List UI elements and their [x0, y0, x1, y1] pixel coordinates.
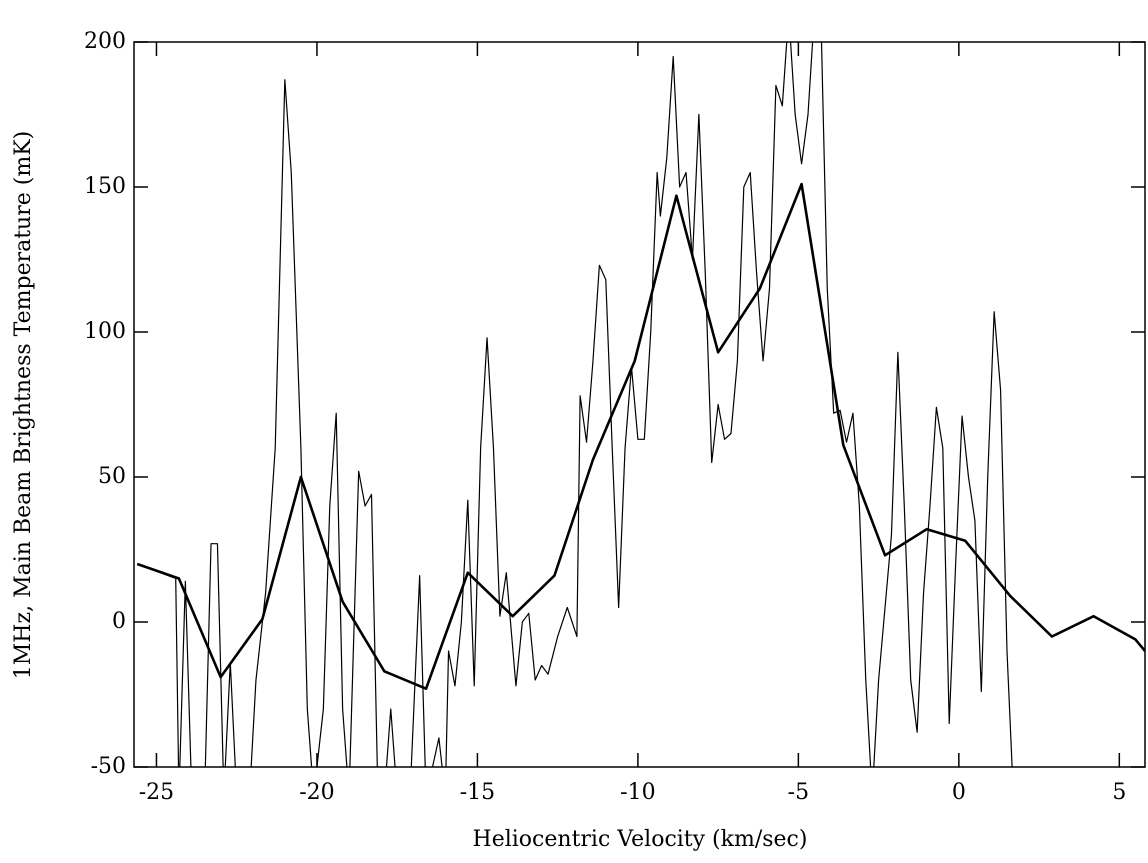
y-tick-label: -50 — [91, 754, 126, 779]
plot-frame — [133, 41, 1146, 768]
y-axis-label: 1MHz, Main Beam Brightness Temperature (… — [11, 131, 36, 679]
x-tick-label: 0 — [952, 780, 966, 805]
data-line — [136, 42, 1013, 767]
y-tick-label: 150 — [84, 174, 126, 199]
y-tick-label: 200 — [84, 29, 126, 54]
y-tick-label: 100 — [84, 319, 126, 344]
x-tick-label: -10 — [620, 780, 655, 805]
x-tick-label: 5 — [1112, 780, 1126, 805]
y-tick-label: 50 — [98, 464, 126, 489]
x-tick-label: -15 — [460, 780, 495, 805]
x-tick-label: -20 — [299, 780, 334, 805]
x-tick-label: -5 — [788, 780, 809, 805]
y-tick-label: 0 — [112, 609, 126, 634]
x-tick-label: -25 — [139, 780, 174, 805]
data-line — [136, 182, 1145, 691]
x-axis-label: Heliocentric Velocity (km/sec) — [473, 827, 808, 852]
